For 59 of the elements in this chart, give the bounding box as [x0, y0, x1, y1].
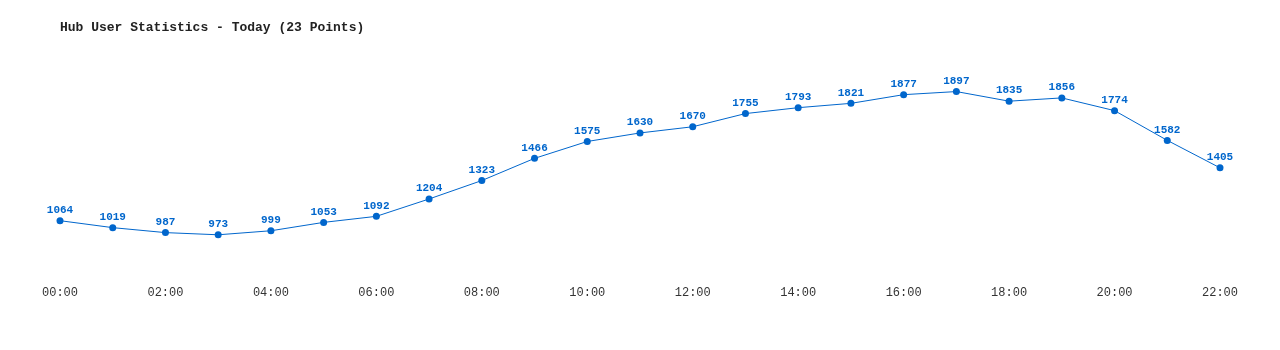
- x-tick-label: 06:00: [358, 285, 395, 300]
- point: [267, 227, 275, 235]
- data-label: 1466: [521, 141, 548, 154]
- point: [794, 104, 802, 112]
- data-label: 1630: [626, 116, 654, 129]
- point: [531, 154, 539, 162]
- data-label: 1053: [310, 205, 338, 218]
- data-label: 1405: [1206, 151, 1234, 164]
- data-label: 1204: [415, 182, 443, 195]
- x-tick-label: 22:00: [1201, 285, 1239, 300]
- point: [952, 88, 960, 96]
- point: [56, 217, 64, 225]
- data-label: 1835: [995, 84, 1023, 97]
- point: [161, 229, 169, 237]
- data-label: 1755: [732, 96, 760, 109]
- data-label: 1092: [363, 199, 390, 212]
- data-label: 1897: [943, 74, 970, 87]
- point: [1005, 97, 1013, 105]
- data-label: 1019: [99, 210, 126, 223]
- data-label: 1064: [46, 203, 74, 216]
- x-tick-label: 18:00: [991, 285, 1028, 300]
- point: [320, 218, 328, 226]
- point: [900, 91, 908, 99]
- data-label: 1793: [784, 90, 812, 103]
- point: [425, 195, 433, 203]
- point: [741, 110, 749, 118]
- point: [1058, 94, 1066, 102]
- point: [847, 99, 855, 107]
- x-tick-label: 02:00: [147, 285, 184, 300]
- point: [689, 123, 697, 131]
- data-label: 999: [261, 214, 281, 227]
- data-label: 987: [155, 215, 176, 228]
- x-tick-label: 12:00: [674, 285, 711, 300]
- point: [1163, 136, 1171, 144]
- data-label: 1323: [468, 163, 496, 176]
- data-label: 1575: [574, 124, 601, 137]
- x-tick-label: 04:00: [252, 285, 289, 300]
- point: [636, 129, 644, 137]
- x-tick-label: 00:00: [41, 285, 79, 300]
- x-tick-label: 20:00: [1096, 285, 1133, 300]
- point: [372, 212, 380, 220]
- point: [1111, 107, 1119, 115]
- data-label: 1774: [1101, 93, 1129, 106]
- x-tick-label: 10:00: [569, 285, 606, 300]
- data-label: 1821: [837, 86, 865, 99]
- x-tick-label: 08:00: [463, 285, 500, 300]
- data-label: 1670: [679, 110, 706, 123]
- data-label: 973: [208, 218, 229, 231]
- point: [583, 137, 591, 145]
- data-label: 1856: [1048, 81, 1076, 94]
- point: [214, 231, 222, 239]
- point: [109, 224, 117, 232]
- x-tick-label: 16:00: [885, 285, 922, 300]
- chart-title: Hub User Statistics - Today (23 Points): [60, 20, 365, 36]
- point: [1216, 164, 1224, 172]
- data-label: 1582: [1154, 123, 1181, 136]
- data-label: 1877: [890, 77, 917, 90]
- point: [478, 177, 486, 185]
- x-tick-label: 14:00: [780, 285, 817, 300]
